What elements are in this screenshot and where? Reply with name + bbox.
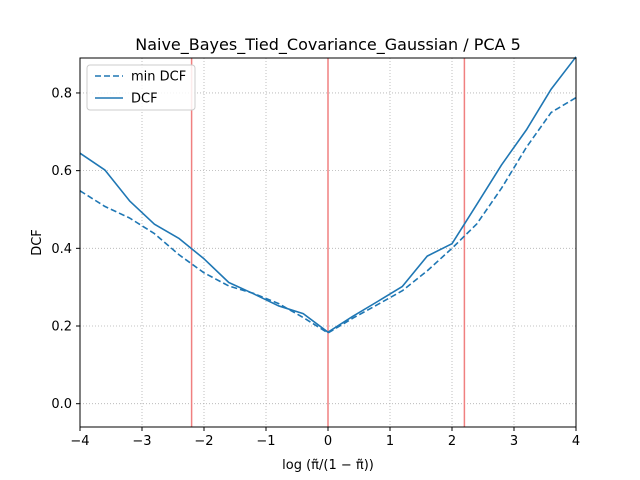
- ticks: −4 −3 −2 −1 0 1 2 3 4 0.0 0.2 0.4 0.6 0.8: [51, 86, 580, 449]
- x-tick-label: −4: [70, 434, 89, 449]
- x-axis-label: log (π̃/(1 − π̃)): [282, 458, 374, 473]
- y-tick-label: 0.6: [51, 164, 72, 179]
- series-lines: [79, 56, 577, 334]
- chart-title: Naive_Bayes_Tied_Covariance_Gaussian / P…: [135, 35, 521, 55]
- x-tick-label: 3: [510, 434, 518, 449]
- y-tick-label: 0.2: [51, 320, 72, 335]
- y-tick-label: 0.4: [51, 242, 72, 257]
- x-tick-label: 4: [572, 434, 580, 449]
- legend: min DCF DCF: [86, 64, 196, 111]
- x-tick-label: 1: [386, 434, 394, 449]
- y-tick-label: 0.8: [51, 86, 72, 101]
- legend-label: DCF: [131, 92, 158, 107]
- x-tick-label: −3: [132, 434, 151, 449]
- x-tick-label: −2: [194, 434, 213, 449]
- x-tick-label: 2: [448, 434, 456, 449]
- legend-label: min DCF: [131, 70, 186, 85]
- x-tick-label: −1: [256, 434, 275, 449]
- x-tick-label: 0: [324, 434, 332, 449]
- dcf-line: [79, 56, 577, 334]
- y-tick-label: 0.0: [51, 397, 72, 412]
- y-axis-label: DCF: [30, 229, 45, 256]
- vertical-markers: [190, 58, 466, 427]
